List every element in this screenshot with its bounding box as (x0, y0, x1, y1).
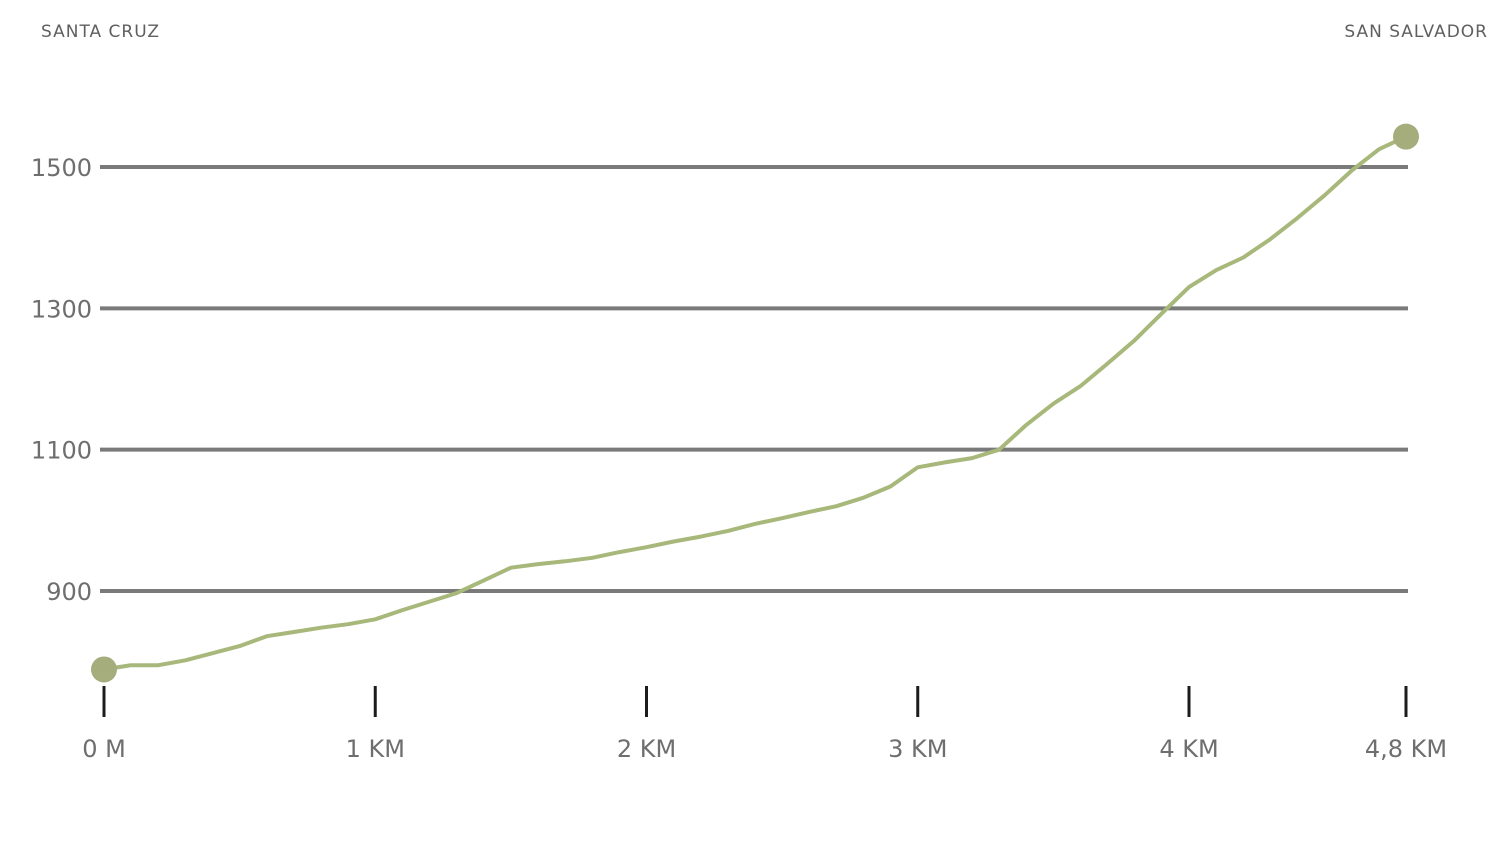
y-axis-tick-labels: 900 1100 1300 1500 (31, 154, 92, 606)
x-tick-label: 4,8 KM (1365, 735, 1447, 763)
start-location-label: SANTA CRUZ (41, 22, 161, 42)
x-axis-ticks: 0 M 1 KM 2 KM 3 KM 4 KM 4,8 KM (82, 686, 1447, 763)
y-tick-label: 1100 (31, 437, 92, 465)
y-tick-label: 1300 (31, 295, 92, 323)
x-tick-label: 1 KM (346, 735, 405, 763)
y-tick-label: 1500 (31, 154, 92, 182)
elevation-line (102, 134, 1408, 672)
x-tick-label: 3 KM (888, 735, 947, 763)
grid-lines (100, 165, 1408, 593)
end-location-label: SAN SALVADOR (1344, 22, 1488, 42)
start-point-marker (91, 656, 117, 683)
y-tick-label: 900 (46, 578, 92, 606)
x-tick-label: 0 M (82, 735, 126, 763)
x-tick-label: 4 KM (1159, 735, 1218, 763)
x-tick-label: 2 KM (617, 735, 676, 763)
elevation-series (91, 123, 1419, 683)
end-point-marker (1393, 123, 1419, 150)
